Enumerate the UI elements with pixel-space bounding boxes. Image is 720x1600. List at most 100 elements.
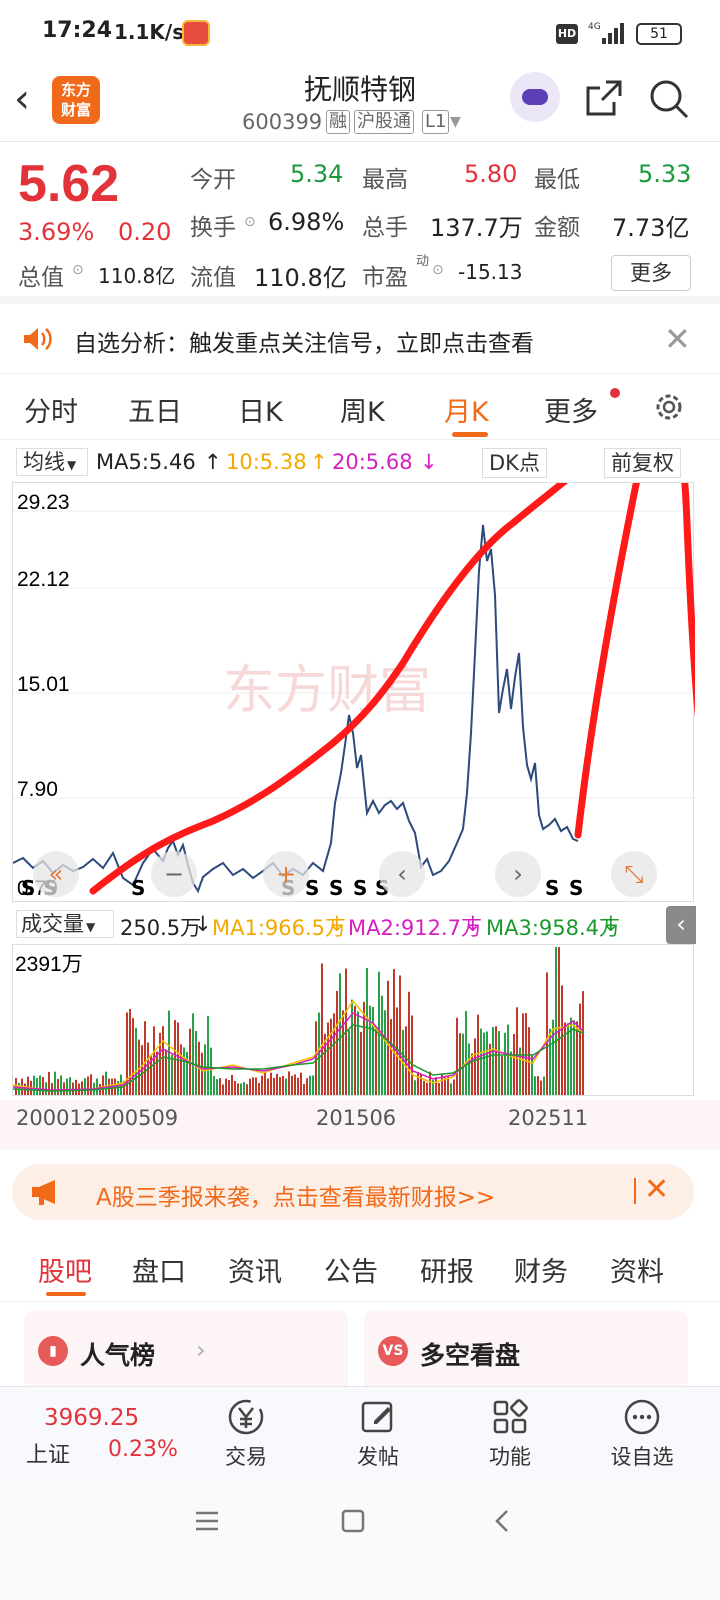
zoom-in-icon[interactable]: + xyxy=(263,851,309,897)
volume-bar xyxy=(525,1012,527,1095)
adjust-button[interactable]: 前复权 xyxy=(604,448,681,478)
collapse-side-icon[interactable]: ‹ xyxy=(666,906,696,944)
volume-bar xyxy=(411,1015,413,1095)
tab-weekly[interactable]: 周K xyxy=(340,397,385,428)
tab-daily[interactable]: 日K xyxy=(238,397,283,428)
volume-bar xyxy=(330,1018,332,1095)
gear-icon[interactable] xyxy=(652,390,686,424)
next-icon[interactable]: › xyxy=(495,851,541,897)
scroll-left-icon[interactable]: « xyxy=(33,851,79,897)
post-button[interactable]: 发帖 xyxy=(338,1397,418,1471)
volume-bar xyxy=(405,1026,407,1095)
level-tag[interactable]: L1 xyxy=(422,110,450,134)
tab-more[interactable]: 更多 xyxy=(544,397,598,428)
turnover-value: 6.98% xyxy=(268,208,345,236)
volume-bar xyxy=(399,975,401,1095)
volume-bar xyxy=(264,1072,266,1095)
bull-bear-card[interactable]: VS 多空看盘 xyxy=(364,1310,688,1390)
tab-intraday[interactable]: 分时 xyxy=(24,397,78,428)
more-button[interactable]: 更多 xyxy=(611,255,691,291)
home-icon[interactable] xyxy=(340,1508,366,1534)
back-nav-icon[interactable] xyxy=(490,1508,516,1534)
volume-bar xyxy=(294,1074,296,1095)
price-chart[interactable]: 东方财富 29.23 22.12 15.01 7.90 0.79 S S S S… xyxy=(12,482,695,902)
prev-icon[interactable]: ‹ xyxy=(379,851,425,897)
index-value[interactable]: 3969.25 xyxy=(44,1405,140,1431)
tab-research[interactable]: 研报 xyxy=(420,1257,474,1288)
change-amount: 0.20 xyxy=(118,218,172,246)
tab-profile[interactable]: 资料 xyxy=(610,1257,664,1288)
back-button[interactable]: ‹ xyxy=(14,76,30,122)
volume-value: 137.7万 xyxy=(430,214,523,242)
index-name[interactable]: 上证 xyxy=(26,1443,71,1468)
tab-announcements[interactable]: 公告 xyxy=(324,1257,378,1288)
volume-bar xyxy=(225,1078,227,1095)
app-logo[interactable]: 东方 财富 xyxy=(52,76,100,124)
ma-select[interactable]: 均线 ▼ xyxy=(16,448,88,476)
volume-bar xyxy=(192,1013,194,1095)
tab-news[interactable]: 资讯 xyxy=(228,1257,282,1288)
popularity-card[interactable]: ▮ 人气榜 › xyxy=(24,1310,348,1390)
volume-bar xyxy=(558,947,560,1095)
info-icon[interactable]: ⊙ xyxy=(72,262,84,278)
zoom-out-icon[interactable]: − xyxy=(151,851,197,897)
volume-bar xyxy=(534,1076,536,1095)
pe-superscript: 动 xyxy=(416,254,430,269)
bull-bear-title: 多空看盘 xyxy=(420,1341,521,1370)
volume-bar xyxy=(555,947,557,1095)
dk-point-button[interactable]: DK点 xyxy=(482,448,547,478)
volume-bar xyxy=(489,1043,491,1095)
tab-market[interactable]: 盘口 xyxy=(132,1257,186,1288)
volume-chart[interactable]: 2391万 xyxy=(12,944,694,1096)
ma10-up-icon: ↑ xyxy=(310,450,328,474)
margin-tag: 融 xyxy=(326,110,350,134)
mcap-label: 总值 xyxy=(18,265,64,291)
level-dropdown-icon[interactable]: ▼ xyxy=(450,114,461,130)
volume-bar xyxy=(432,1080,434,1095)
volume-bar xyxy=(393,969,395,1095)
info-icon[interactable]: ⊙ xyxy=(432,262,444,278)
menu-icon[interactable] xyxy=(194,1508,220,1534)
volume-bar xyxy=(516,1007,518,1095)
volume-bar xyxy=(417,1072,419,1095)
trade-button[interactable]: 交易 xyxy=(206,1397,286,1471)
tab-five-day[interactable]: 五日 xyxy=(128,397,182,428)
fullscreen-icon[interactable]: ⤡ xyxy=(611,851,657,897)
index-percent[interactable]: 0.23% xyxy=(108,1437,178,1462)
search-icon[interactable] xyxy=(648,78,690,120)
info-icon[interactable]: ⊙ xyxy=(244,214,256,230)
volume-bar xyxy=(513,1034,515,1095)
turnover-label: 换手 xyxy=(190,215,236,241)
volume-bar xyxy=(336,990,338,1095)
tab-forum[interactable]: 股吧 xyxy=(38,1257,92,1288)
notification-app-icon xyxy=(182,20,210,46)
volume-select[interactable]: 成交量 ▼ xyxy=(16,910,114,938)
volume-bar xyxy=(390,1019,392,1095)
volume-bar xyxy=(495,1026,497,1095)
open-value: 5.34 xyxy=(290,160,344,188)
earnings-promo-banner[interactable]: A股三季报来袭，点击查看最新财报>> ✕ xyxy=(12,1164,694,1220)
volume-bar xyxy=(306,1078,308,1095)
close-icon[interactable]: ✕ xyxy=(644,1172,670,1207)
tab-finance[interactable]: 财务 xyxy=(514,1257,568,1288)
share-icon[interactable] xyxy=(584,78,624,118)
volume-bar xyxy=(51,1082,53,1095)
volume-bar xyxy=(255,1077,257,1095)
y-label-29-23: 29.23 xyxy=(17,491,70,514)
volume-bar xyxy=(576,1021,578,1095)
tab-monthly[interactable]: 月K xyxy=(444,397,489,428)
volume-bar xyxy=(219,1078,221,1095)
ma20-down-icon: ↓ xyxy=(420,450,438,474)
vol-ma3-line xyxy=(12,1024,584,1092)
add-watchlist-button[interactable]: 设自选 xyxy=(602,1397,682,1471)
volume-bar xyxy=(441,1073,443,1095)
volume-bar xyxy=(276,1073,278,1095)
volume-bar xyxy=(366,968,368,1095)
volume-bar xyxy=(318,1012,320,1095)
volume-bar xyxy=(45,1082,47,1095)
features-button[interactable]: 功能 xyxy=(470,1397,550,1471)
assistant-robot-icon[interactable] xyxy=(510,72,560,122)
volume-bar xyxy=(474,1038,476,1095)
close-icon[interactable]: ✕ xyxy=(664,320,691,358)
alert-banner[interactable]: 自选分析：触发重点关注信号，立即点击查看 ✕ xyxy=(0,304,720,374)
